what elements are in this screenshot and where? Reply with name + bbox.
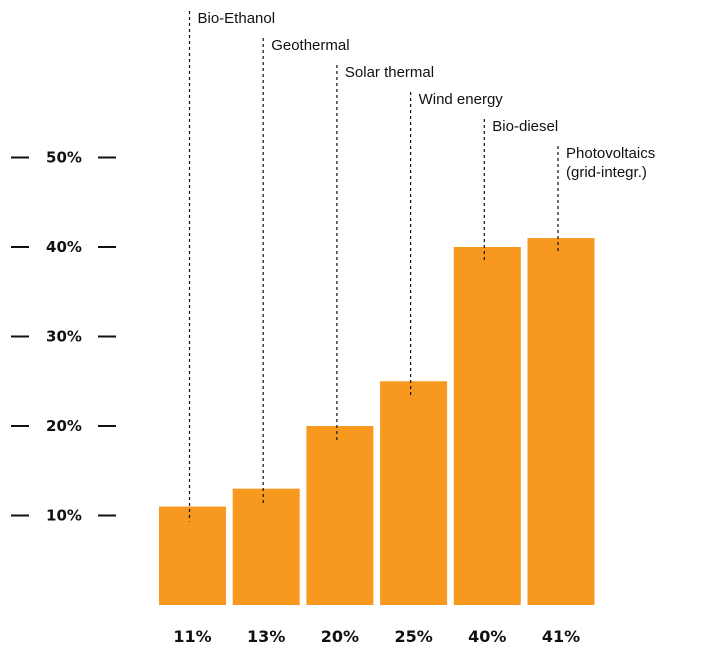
y-tick-label: 50% bbox=[46, 149, 82, 167]
y-tick-label: 30% bbox=[46, 328, 82, 346]
y-tick-label: 10% bbox=[46, 507, 82, 525]
value-labels: 11% 13% 20% 25% 40% 41% bbox=[173, 627, 580, 646]
value-label: 20% bbox=[321, 627, 359, 646]
value-label: 25% bbox=[394, 627, 432, 646]
category-label: Bio-diesel bbox=[492, 118, 558, 135]
value-label: 41% bbox=[542, 627, 580, 646]
bar bbox=[232, 488, 300, 605]
category-label: Photovoltaics (grid-integr.) bbox=[566, 145, 655, 181]
bar bbox=[159, 506, 226, 605]
bars-group bbox=[159, 238, 595, 606]
category-label: Wind energy bbox=[419, 91, 504, 108]
y-tick-label: 40% bbox=[46, 238, 82, 256]
bar bbox=[380, 381, 448, 605]
value-label: 40% bbox=[468, 627, 506, 646]
category-labels: Bio-Ethanol Geothermal Solar thermal Wind e… bbox=[198, 10, 656, 181]
y-axis: 10% 20% 30% 40% 50% bbox=[11, 149, 116, 525]
bar bbox=[453, 247, 521, 605]
category-label: Geothermal bbox=[271, 37, 349, 54]
category-label: Bio-Ethanol bbox=[198, 10, 276, 27]
y-tick-label: 20% bbox=[46, 417, 82, 435]
value-label: 11% bbox=[173, 627, 211, 646]
bar bbox=[527, 238, 595, 606]
category-label: Solar thermal bbox=[345, 64, 434, 81]
value-label: 13% bbox=[247, 627, 285, 646]
bar bbox=[306, 426, 374, 605]
category-leaders bbox=[188, 11, 559, 522]
